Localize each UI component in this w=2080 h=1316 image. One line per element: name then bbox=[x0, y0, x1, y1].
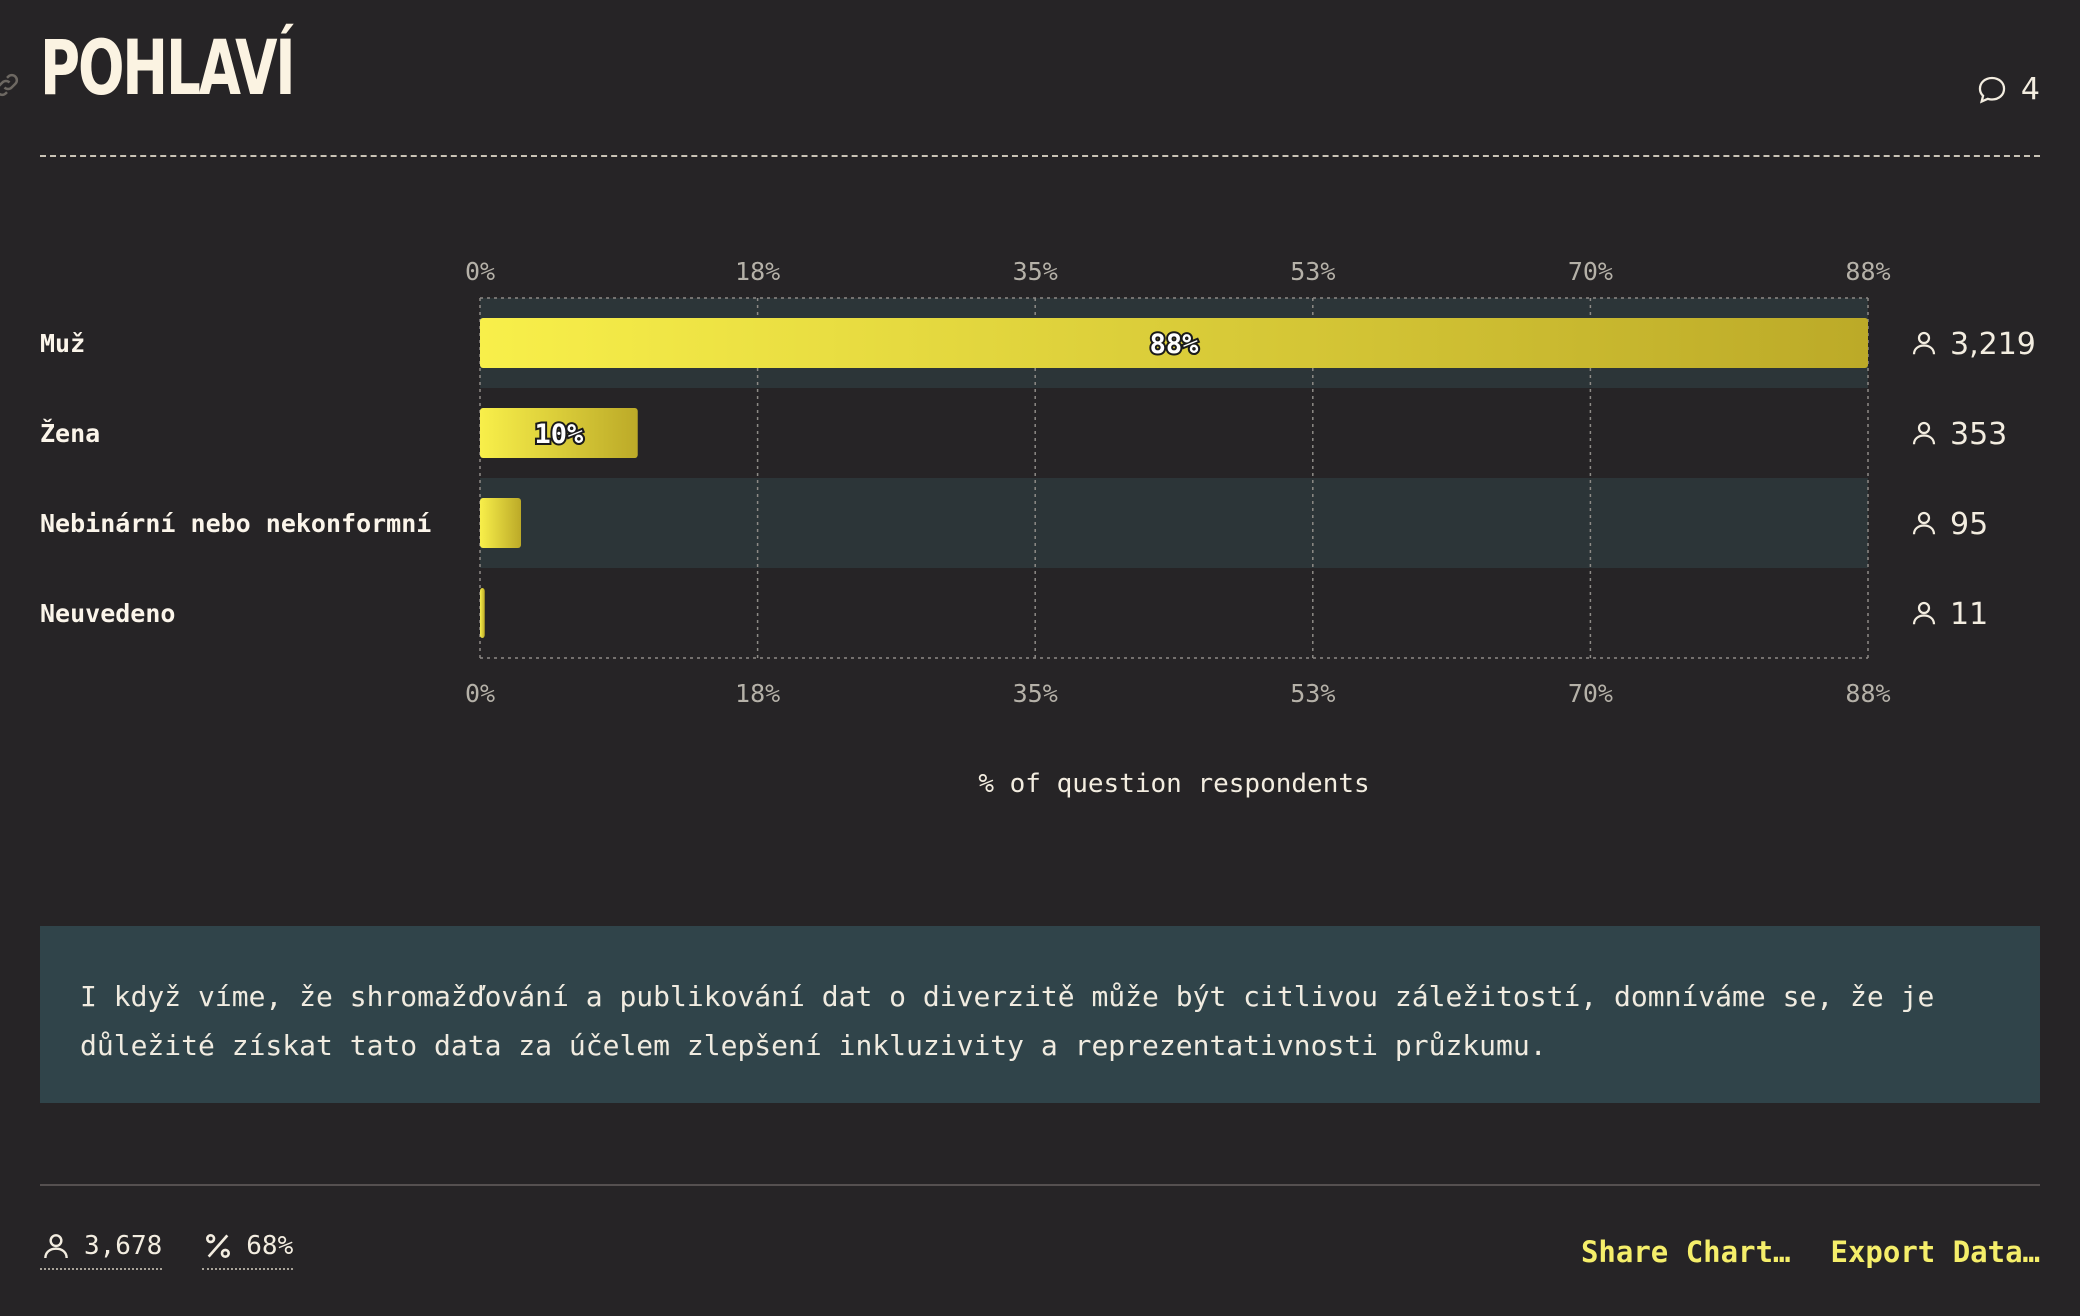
link-icon[interactable] bbox=[0, 70, 22, 100]
comment-count: 4 bbox=[2020, 72, 2040, 107]
person-icon bbox=[1912, 421, 1936, 445]
tick-label: 53% bbox=[1290, 257, 1335, 286]
bar bbox=[480, 318, 1868, 368]
percent-stat[interactable]: 68% bbox=[202, 1230, 294, 1270]
tick-label: 0% bbox=[465, 257, 495, 286]
x-axis-label: % of question respondents bbox=[978, 769, 1369, 799]
respondents-stat[interactable]: 3,678 bbox=[40, 1230, 163, 1270]
person-icon bbox=[44, 1234, 68, 1259]
footer-stats: 3,678 68% bbox=[40, 1230, 294, 1270]
footer-divider bbox=[40, 1184, 2040, 1186]
tick-label: 0% bbox=[465, 679, 495, 708]
category-label: Nebinární nebo nekonformní bbox=[40, 509, 431, 538]
tick-label: 88% bbox=[1845, 257, 1890, 286]
row-band bbox=[480, 478, 1868, 568]
bar bbox=[480, 588, 485, 638]
share-chart-button[interactable]: Share Chart… bbox=[1580, 1235, 1791, 1269]
tick-label: 70% bbox=[1568, 257, 1613, 286]
bar bbox=[480, 408, 638, 458]
respondent-count: 353 bbox=[1950, 417, 2007, 452]
tick-label: 35% bbox=[1013, 257, 1058, 286]
tick-label: 18% bbox=[735, 257, 780, 286]
respondents-count: 3,678 bbox=[84, 1231, 163, 1261]
tick-label: 88% bbox=[1845, 679, 1890, 708]
person-icon bbox=[1912, 511, 1936, 535]
title-divider bbox=[40, 155, 2040, 157]
footer-actions: Share Chart… Export Data… bbox=[1581, 1235, 2040, 1269]
tick-label: 35% bbox=[1013, 679, 1058, 708]
category-label: Žena bbox=[40, 419, 100, 448]
category-label: Muž bbox=[40, 329, 85, 358]
person-icon bbox=[1912, 601, 1936, 625]
note-text: I když víme, že shromažďování a publikov… bbox=[80, 980, 1935, 1062]
respondent-count: 95 bbox=[1950, 507, 1988, 542]
tick-label: 53% bbox=[1290, 679, 1335, 708]
person-icon bbox=[1912, 331, 1936, 355]
respondent-count: 3,219 bbox=[1950, 327, 2036, 362]
bar bbox=[480, 498, 522, 548]
note-box: I když víme, že shromažďování a publikov… bbox=[40, 926, 2040, 1103]
comment-icon bbox=[1978, 76, 2006, 103]
tick-label: 70% bbox=[1568, 679, 1613, 708]
bar-value-label: 10% bbox=[534, 419, 584, 450]
page-title: POHLAVÍ bbox=[40, 23, 296, 112]
comments-button[interactable]: 4 bbox=[1975, 72, 2040, 107]
respondent-count: 11 bbox=[1950, 597, 1988, 632]
bar-chart: 0% 0% 18% 18% 35% 35% 53% 53% 70% 70% 88% 88% Muž 88%… bbox=[40, 257, 2036, 799]
tick-label: 18% bbox=[735, 679, 780, 708]
bar-value-label: 88% bbox=[1150, 329, 1200, 360]
export-data-button[interactable]: Export Data… bbox=[1830, 1235, 2040, 1269]
percent-value: 68% bbox=[246, 1231, 294, 1261]
category-label: Neuvedeno bbox=[40, 599, 175, 628]
percent-icon bbox=[206, 1234, 231, 1258]
